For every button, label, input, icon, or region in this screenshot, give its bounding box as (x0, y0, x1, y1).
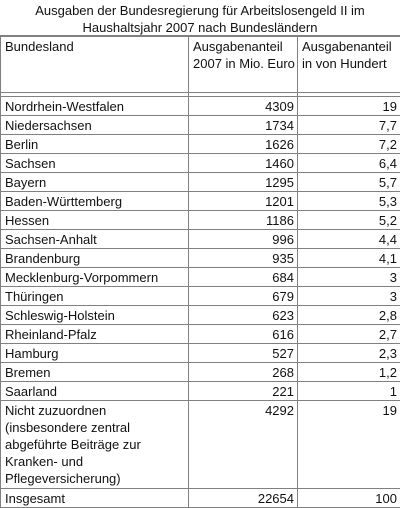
mio-cell: 1734 (189, 116, 298, 135)
table-row: Baden-Württemberg 1201 5,3 (1, 192, 400, 211)
header-percent: Ausgabenanteil in von Hundert (298, 37, 400, 93)
table-row: Bremen 268 1,2 (1, 363, 400, 382)
mio-cell: 623 (189, 306, 298, 325)
header-mio-euro: Ausgabenanteil 2007 in Mio. Euro (189, 37, 298, 93)
total-mio: 22654 (189, 489, 298, 508)
mio-cell: 268 (189, 363, 298, 382)
mio-cell: 935 (189, 249, 298, 268)
pct-cell: 7,2 (298, 135, 400, 154)
total-pct: 100 (298, 489, 400, 508)
spreadsheet-page: Ausgaben der Bundesregierung für Arbeits… (0, 0, 400, 493)
land-cell: Sachsen-Anhalt (1, 230, 189, 249)
land-cell: Nordrhein-Westfalen (1, 97, 189, 116)
land-cell: Hamburg (1, 344, 189, 363)
pct-cell: 1 (298, 382, 400, 401)
pct-cell: 2,3 (298, 344, 400, 363)
mio-cell: 679 (189, 287, 298, 306)
table-row: Nordrhein-Westfalen 4309 19 (1, 97, 400, 116)
table-row: Berlin 1626 7,2 (1, 135, 400, 154)
pct-cell: 1,2 (298, 363, 400, 382)
unassigned-pct: 19 (298, 401, 400, 489)
pct-cell: 19 (298, 97, 400, 116)
header-bundesland: Bundesland (1, 37, 189, 93)
header-row: Bundesland Ausgabenanteil 2007 in Mio. E… (1, 37, 400, 93)
pct-cell: 2,8 (298, 306, 400, 325)
table-row: Mecklenburg-Vorpommern 684 3 (1, 268, 400, 287)
table-row: Hamburg 527 2,3 (1, 344, 400, 363)
table-row: Bayern 1295 5,7 (1, 173, 400, 192)
pct-cell: 5,2 (298, 211, 400, 230)
land-cell: Berlin (1, 135, 189, 154)
mio-cell: 1186 (189, 211, 298, 230)
mio-cell: 616 (189, 325, 298, 344)
total-row: Insgesamt 22654 100 (1, 489, 400, 508)
table-row: Sachsen 1460 6,4 (1, 154, 400, 173)
mio-cell: 1626 (189, 135, 298, 154)
table-row: Sachsen-Anhalt 996 4,4 (1, 230, 400, 249)
mio-cell: 684 (189, 268, 298, 287)
mio-cell: 221 (189, 382, 298, 401)
pct-cell: 6,4 (298, 154, 400, 173)
land-cell: Rheinland-Pfalz (1, 325, 189, 344)
land-cell: Thüringen (1, 287, 189, 306)
land-cell: Schleswig-Holstein (1, 306, 189, 325)
mio-cell: 1460 (189, 154, 298, 173)
table-row: Brandenburg 935 4,1 (1, 249, 400, 268)
pct-cell: 7,7 (298, 116, 400, 135)
table-row: Schleswig-Holstein 623 2,8 (1, 306, 400, 325)
land-cell: Saarland (1, 382, 189, 401)
land-cell: Bayern (1, 173, 189, 192)
pct-cell: 4,4 (298, 230, 400, 249)
unassigned-mio: 4292 (189, 401, 298, 489)
land-cell: Hessen (1, 211, 189, 230)
pct-cell: 5,3 (298, 192, 400, 211)
total-label: Insgesamt (1, 489, 189, 508)
table-row: Thüringen 679 3 (1, 287, 400, 306)
land-cell: Brandenburg (1, 249, 189, 268)
pct-cell: 5,7 (298, 173, 400, 192)
unassigned-row: Nicht zuzuordnen (insbesondere zentral a… (1, 401, 400, 489)
land-cell: Mecklenburg-Vorpommern (1, 268, 189, 287)
table-row: Niedersachsen 1734 7,7 (1, 116, 400, 135)
land-cell: Baden-Württemberg (1, 192, 189, 211)
table-title: Ausgaben der Bundesregierung für Arbeits… (0, 0, 400, 36)
mio-cell: 4309 (189, 97, 298, 116)
pct-cell: 4,1 (298, 249, 400, 268)
expenditure-table: Bundesland Ausgabenanteil 2007 in Mio. E… (0, 36, 400, 508)
unassigned-label: Nicht zuzuordnen (insbesondere zentral a… (1, 401, 189, 489)
mio-cell: 1295 (189, 173, 298, 192)
land-cell: Sachsen (1, 154, 189, 173)
land-cell: Bremen (1, 363, 189, 382)
pct-cell: 3 (298, 268, 400, 287)
pct-cell: 3 (298, 287, 400, 306)
pct-cell: 2,7 (298, 325, 400, 344)
mio-cell: 996 (189, 230, 298, 249)
table-row: Saarland 221 1 (1, 382, 400, 401)
mio-cell: 527 (189, 344, 298, 363)
land-cell: Niedersachsen (1, 116, 189, 135)
table-row: Rheinland-Pfalz 616 2,7 (1, 325, 400, 344)
mio-cell: 1201 (189, 192, 298, 211)
table-row: Hessen 1186 5,2 (1, 211, 400, 230)
